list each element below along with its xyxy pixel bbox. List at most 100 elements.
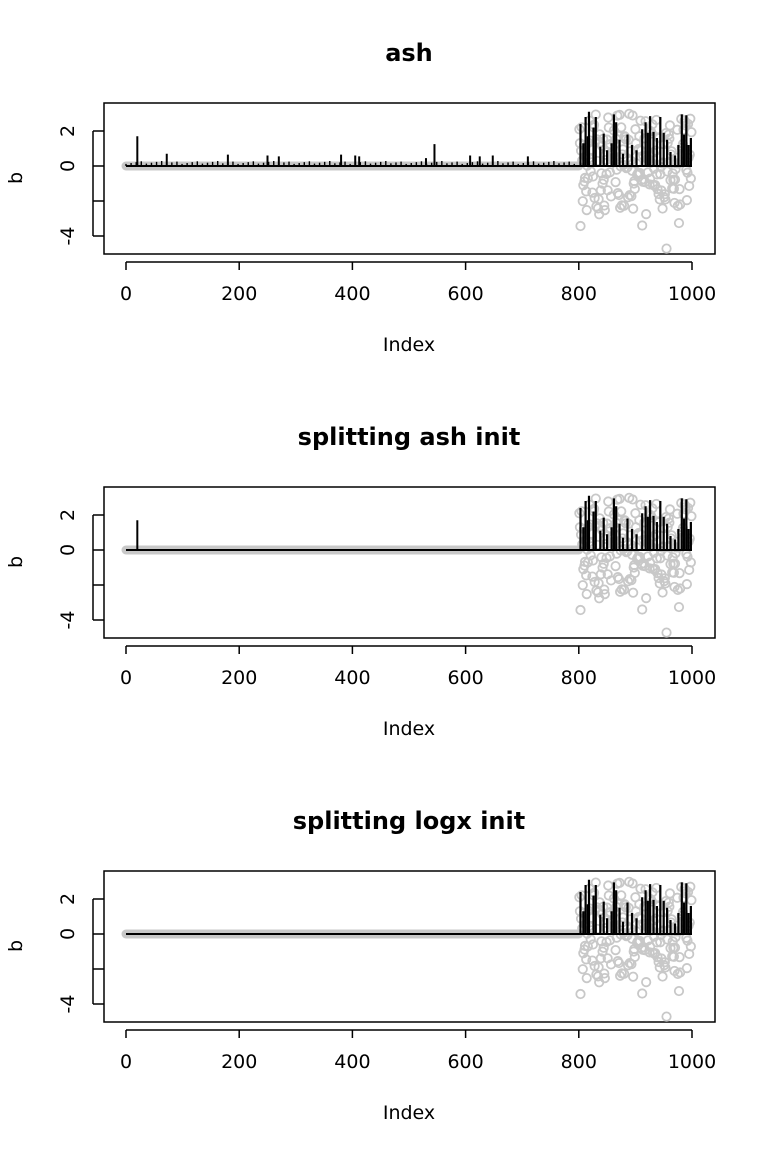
plot-frame: [103, 870, 716, 1023]
true-value-point: [599, 584, 610, 595]
panel-splitting-ash-init: splitting ash init 0 200 400 600 800 1000 -4 0…: [5, 423, 716, 740]
true-value-point: [659, 189, 670, 200]
x-tick-label: 1000: [668, 667, 716, 689]
true-value-point: [581, 205, 592, 216]
true-value-point: [616, 506, 627, 517]
true-values-points: [121, 492, 697, 638]
true-value-point: [635, 115, 646, 126]
true-value-point: [634, 515, 645, 526]
y-axis: -4 0 2: [57, 509, 104, 629]
true-value-point: [634, 899, 645, 910]
true-value-point: [657, 587, 668, 598]
true-value-point: [681, 579, 693, 590]
x-axis: 0 200 400 600 800 1000: [120, 261, 716, 305]
x-tick-label: 0: [120, 283, 132, 305]
estimate-spikes: [126, 879, 692, 935]
x-tick-label: 800: [561, 1051, 597, 1073]
true-value-point: [664, 888, 676, 899]
true-value-point: [618, 968, 630, 979]
x-axis-title: Index: [383, 718, 435, 740]
true-value-point: [595, 569, 606, 580]
x-tick-label: 200: [221, 1051, 257, 1073]
true-value-point: [641, 593, 652, 604]
estimate-spikes: [126, 495, 692, 551]
true-value-point: [581, 954, 592, 965]
true-value-point: [613, 957, 625, 969]
true-value-point: [614, 493, 625, 504]
plot-frame: [103, 486, 716, 639]
y-axis-title: b: [5, 172, 27, 184]
x-tick-label: 400: [334, 667, 370, 689]
x-axis-title: Index: [383, 1102, 435, 1124]
true-value-point: [587, 939, 599, 950]
x-tick-label: 1000: [668, 1051, 716, 1073]
true-value-point: [599, 200, 610, 211]
true-value-point: [673, 217, 685, 229]
estimate-spikes: [125, 111, 692, 167]
x-axis: 0 200 400 600 800 1000: [120, 1029, 716, 1073]
true-value-point: [593, 578, 604, 589]
true-value-point: [595, 953, 606, 964]
true-value-point: [587, 171, 599, 182]
x-axis: 0 200 400 600 800 1000: [120, 645, 716, 689]
true-value-point: [598, 558, 609, 569]
y-tick-label: 2: [57, 509, 79, 521]
true-value-point: [618, 200, 630, 211]
true-value-point: [595, 185, 606, 196]
true-value-point: [577, 964, 588, 975]
true-value-point: [641, 977, 652, 988]
true-value-point: [635, 499, 646, 510]
true-value-point: [603, 112, 614, 123]
x-tick-label: 800: [561, 667, 597, 689]
plot-frame: [103, 102, 716, 255]
y-tick-label: 0: [57, 160, 79, 172]
true-value-point: [613, 189, 625, 201]
true-value-point: [574, 124, 585, 135]
true-value-point: [629, 951, 640, 963]
true-value-point: [577, 196, 588, 207]
true-value-point: [610, 177, 621, 188]
true-value-point: [581, 570, 592, 581]
y-tick-label: -4: [57, 995, 79, 1014]
true-value-point: [669, 174, 681, 185]
true-value-point: [659, 957, 670, 968]
true-value-point: [669, 942, 681, 953]
true-value-point: [598, 174, 609, 185]
true-value-point: [616, 890, 627, 901]
panel-title: splitting ash init: [298, 423, 521, 451]
x-tick-label: 400: [334, 1051, 370, 1073]
true-value-point: [610, 560, 621, 572]
x-tick-label: 1000: [668, 283, 716, 305]
true-value-point: [577, 580, 588, 591]
x-tick-label: 200: [221, 667, 257, 689]
true-value-point: [685, 173, 696, 184]
panel-title: ash: [385, 39, 433, 67]
true-value-point: [682, 118, 694, 130]
true-value-point: [634, 131, 645, 142]
y-tick-label: 0: [57, 544, 79, 556]
true-value-point: [618, 584, 630, 595]
true-value-point: [610, 944, 621, 956]
true-value-point: [593, 194, 604, 205]
true-value-point: [574, 508, 585, 519]
true-value-point: [587, 555, 599, 566]
true-value-point: [664, 133, 675, 144]
true-value-point: [581, 588, 592, 600]
true-value-point: [628, 971, 639, 982]
true-value-point: [664, 901, 675, 912]
true-value-point: [637, 604, 648, 615]
x-tick-label: 400: [334, 283, 370, 305]
true-value-point: [674, 951, 685, 963]
y-axis: -4 0 2: [57, 125, 104, 245]
panel-splitting-logx-init: splitting logx init 0 200 400 600 800 1000 -4…: [5, 807, 716, 1124]
true-value-point: [581, 972, 592, 984]
true-value-point: [686, 895, 697, 906]
y-tick-label: 2: [57, 125, 79, 137]
true-value-point: [660, 578, 671, 589]
x-tick-label: 600: [447, 283, 483, 305]
true-value-point: [657, 971, 668, 982]
true-value-point: [629, 567, 640, 579]
true-value-point: [614, 109, 625, 121]
x-tick-label: 600: [447, 667, 483, 689]
